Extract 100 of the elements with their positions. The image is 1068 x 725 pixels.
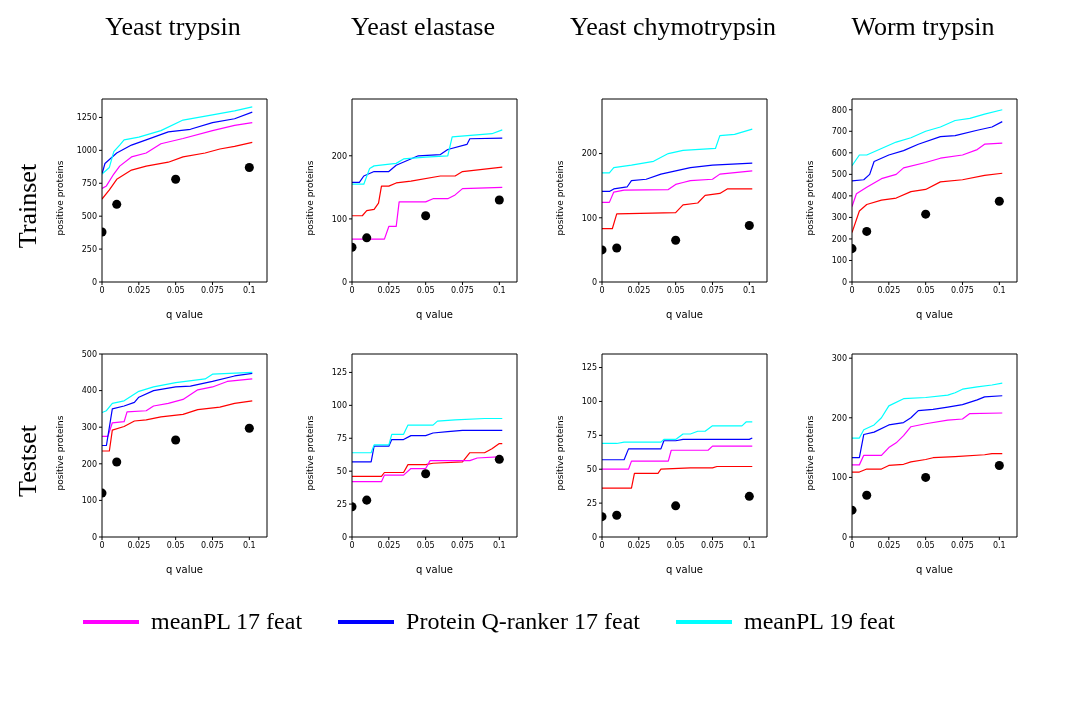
point [112,199,122,209]
x-tick-label: 0 [349,540,355,550]
y-axis-title: positive proteins [305,160,316,236]
point [244,423,254,433]
x-tick-label: 0.05 [166,285,185,295]
x-tick-label: 0.1 [992,285,1006,295]
y-tick-label: 0 [91,532,97,542]
x-tick-label: 0.075 [951,285,974,295]
point [612,243,622,253]
x-tick-label: 0.025 [377,285,401,295]
y-tick-label: 300 [831,213,847,223]
point [171,174,181,184]
y-tick-label: 300 [831,354,847,364]
line-series [602,437,753,461]
x-tick-label: 0 [349,285,355,295]
x-axis-title: q value [916,309,953,320]
y-tick-label: 0 [91,277,97,287]
y-tick-label: 50 [336,467,347,477]
line-series [852,395,1003,459]
y-tick-label: 200 [331,151,347,161]
point [921,472,931,482]
y-tick-label: 0 [841,532,847,542]
legend-label: Protein Q-ranker 17 feat [406,608,640,634]
point [744,220,754,230]
x-tick-label: 0.05 [166,540,185,550]
y-tick-label: 800 [831,105,847,115]
x-tick-label: 0.1 [742,540,756,550]
x-tick-label: 0.075 [451,540,474,550]
y-tick-label: 75 [336,434,347,444]
y-axis-title: positive proteins [805,415,816,491]
x-tick-label: 0 [99,540,105,550]
y-tick-label: 200 [581,149,597,159]
line-series [852,382,1003,439]
line-series [352,417,503,454]
chart-title: Worm trypsin [851,12,995,41]
x-tick-label: 0 [599,540,605,550]
chart-title: Yeast elastase [351,12,495,41]
point [244,162,254,172]
point [421,211,431,221]
x-tick-label: 0.075 [951,540,974,550]
y-tick-label: 100 [831,473,847,483]
line-series [102,122,253,190]
x-tick-label: 0.025 [627,285,651,295]
y-axis-title: positive proteins [555,160,566,236]
x-tick-label: 0.1 [492,540,506,550]
x-tick-label: 0.1 [492,285,506,295]
legend-label: meanPL 19 feat [743,608,896,634]
point [994,196,1004,206]
y-tick-label: 200 [831,413,847,423]
y-tick-label: 50 [586,465,597,475]
line-series [852,452,1003,473]
point [921,209,931,219]
x-tick-label: 0.05 [916,285,935,295]
point [744,491,754,501]
x-tick-label: 0.075 [201,540,224,550]
x-axis-title: q value [916,564,953,575]
legend-label: meanPL 17 feat [151,608,303,634]
y-tick-label: 125 [581,363,597,373]
y-tick-label: 300 [81,423,97,433]
y-tick-label: 500 [831,170,847,180]
y-tick-label: 200 [831,234,847,244]
line-series [352,129,503,185]
y-tick-label: 100 [331,214,347,224]
x-tick-label: 0.05 [666,285,685,295]
y-axis-title: positive proteins [555,415,566,491]
line-series [102,378,253,437]
line-series [602,128,753,174]
x-tick-label: 0.05 [916,540,935,550]
line-series [602,162,753,193]
y-tick-label: 100 [581,397,597,407]
line-series [352,166,503,217]
chart-title: Yeast chymotrypsin [569,12,777,41]
x-tick-label: 0.1 [242,285,256,295]
y-tick-label: 1250 [76,113,97,123]
y-tick-label: 100 [81,496,97,506]
x-tick-label: 0.025 [377,540,401,550]
y-tick-label: 400 [831,191,847,201]
line-series [602,188,753,230]
point [362,233,372,243]
y-tick-label: 0 [591,532,597,542]
x-tick-label: 0 [99,285,105,295]
x-tick-label: 0.075 [701,285,724,295]
line-series [352,186,503,240]
y-tick-label: 700 [831,127,847,137]
y-tick-label: 125 [331,368,347,378]
y-tick-label: 0 [591,277,597,287]
y-tick-label: 0 [841,277,847,287]
y-tick-label: 0 [341,532,347,542]
y-tick-label: 200 [81,459,97,469]
point [362,495,372,505]
x-tick-label: 0.1 [992,540,1006,550]
line-series [102,141,253,200]
text: Testset [13,424,42,497]
x-tick-label: 0.075 [451,285,474,295]
x-axis-title: q value [166,564,203,575]
x-axis-title: q value [166,309,203,320]
x-tick-label: 0.075 [201,285,224,295]
x-tick-label: 0.025 [877,285,901,295]
point [612,510,622,520]
x-tick-label: 0.025 [627,540,651,550]
